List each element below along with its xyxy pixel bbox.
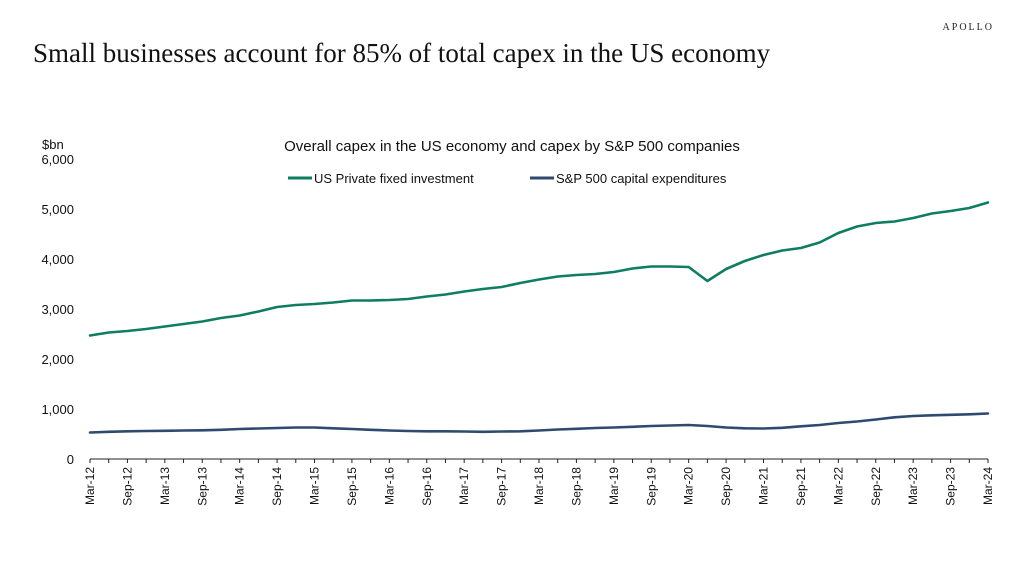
y-tick-label: 0 bbox=[67, 452, 74, 467]
series-line-2 bbox=[88, 412, 990, 434]
x-tick-label: Mar-18 bbox=[532, 467, 546, 505]
x-tick-label: Mar-22 bbox=[831, 467, 845, 505]
x-axis-ticks: Mar-12 Sep-12 Mar-13 Sep-13 Mar-14 Sep-14 Mar-… bbox=[83, 459, 995, 506]
x-tick-label: Mar-12 bbox=[83, 467, 97, 505]
legend-label-series-2: S&P 500 capital expenditures bbox=[556, 171, 727, 186]
x-tick-label: Sep-22 bbox=[869, 467, 883, 506]
x-tick-label: Sep-20 bbox=[719, 467, 733, 506]
x-tick-label: Sep-16 bbox=[420, 467, 434, 506]
y-tick-label: 4,000 bbox=[41, 252, 74, 267]
y-tick-label: 2,000 bbox=[41, 352, 74, 367]
y-tick-label: 6,000 bbox=[41, 152, 74, 167]
x-tick-label: Mar-16 bbox=[382, 467, 396, 505]
legend-label-series-1: US Private fixed investment bbox=[314, 171, 474, 186]
x-tick-label: Mar-17 bbox=[457, 467, 471, 505]
y-tick-label: 3,000 bbox=[41, 302, 74, 317]
x-tick-label: Sep-23 bbox=[944, 467, 958, 506]
x-tick-label: Mar-21 bbox=[757, 467, 771, 505]
x-tick-label: Mar-15 bbox=[308, 467, 322, 505]
x-tick-label: Mar-14 bbox=[233, 467, 247, 505]
y-tick-label: 5,000 bbox=[41, 202, 74, 217]
series-lines bbox=[88, 201, 990, 434]
brand-logo: APOLLO bbox=[942, 22, 994, 33]
x-tick-label: Sep-14 bbox=[270, 467, 284, 506]
legend: US Private fixed investment S&P 500 capi… bbox=[288, 171, 727, 186]
x-tick-label: Mar-19 bbox=[607, 467, 621, 505]
series-line-1 bbox=[88, 201, 990, 337]
chart-title: Overall capex in the US economy and cape… bbox=[284, 138, 740, 155]
x-tick-label: Mar-24 bbox=[981, 467, 995, 505]
x-tick-label: Sep-18 bbox=[569, 467, 583, 506]
y-axis-ticks: 0 1,000 2,000 3,000 4,000 5,000 6,000 bbox=[41, 152, 74, 467]
y-axis-unit-label: $bn bbox=[42, 137, 64, 152]
x-tick-label: Sep-21 bbox=[794, 467, 808, 506]
x-tick-label: Mar-23 bbox=[906, 467, 920, 505]
x-tick-label: Sep-12 bbox=[120, 467, 134, 506]
page-headline: Small businesses account for 85% of tota… bbox=[33, 38, 771, 68]
x-tick-label: Mar-20 bbox=[682, 467, 696, 505]
x-tick-label: Sep-19 bbox=[644, 467, 658, 506]
y-tick-label: 1,000 bbox=[41, 402, 74, 417]
x-tick-label: Sep-13 bbox=[195, 467, 209, 506]
x-tick-label: Sep-17 bbox=[495, 467, 509, 506]
x-tick-label: Mar-13 bbox=[158, 467, 172, 505]
x-tick-label: Sep-15 bbox=[345, 467, 359, 506]
